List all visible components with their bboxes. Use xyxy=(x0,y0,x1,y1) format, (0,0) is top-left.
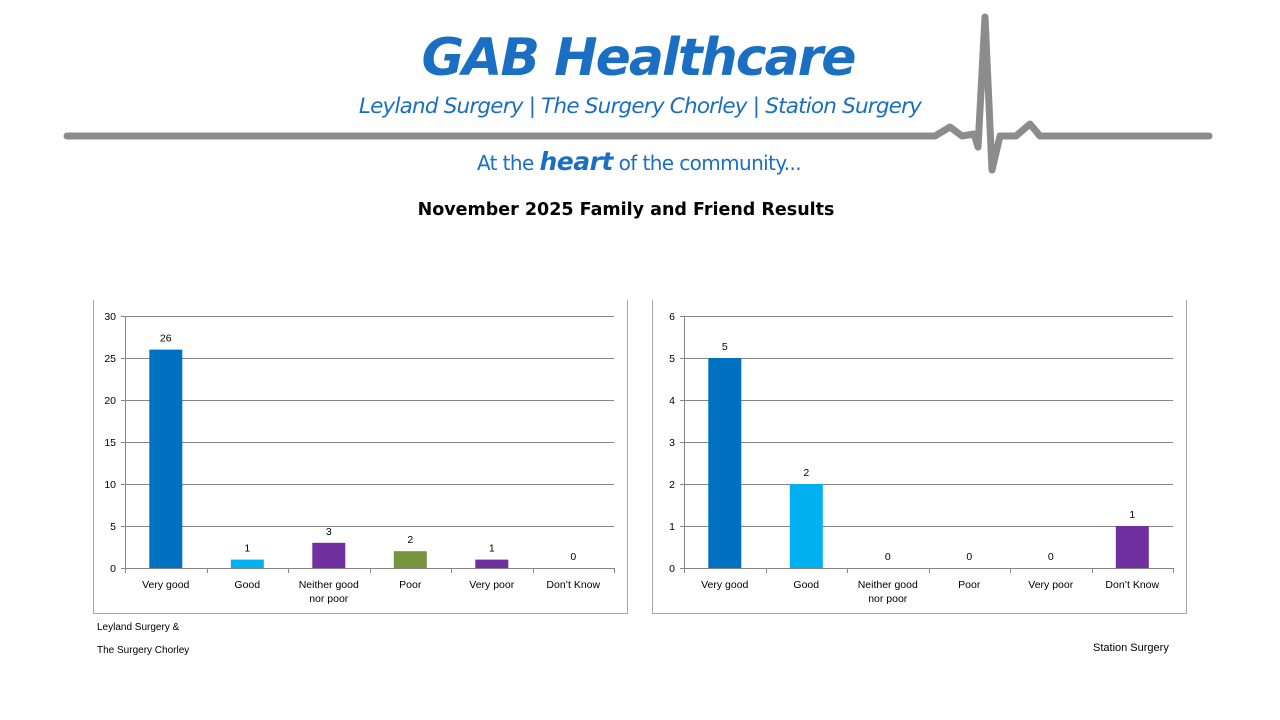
tagline-suffix: of the community... xyxy=(612,151,802,175)
data-label: 0 xyxy=(966,551,972,563)
heartbeat-line xyxy=(63,13,1213,174)
y-tick-label: 10 xyxy=(104,479,116,491)
x-tick-label: Very poor xyxy=(469,579,514,591)
chart-frame xyxy=(93,300,628,614)
bar xyxy=(149,349,183,568)
y-tick-label: 5 xyxy=(110,521,116,533)
x-tick-label: Very poor xyxy=(1028,579,1073,591)
practice-names: Leyland Surgery | The Surgery Chorley | … xyxy=(358,94,922,119)
heartbeat-line-graphic xyxy=(63,13,1213,174)
data-label: 0 xyxy=(1048,551,1054,563)
tagline: At the heart of the community... xyxy=(0,147,1278,176)
bar xyxy=(393,551,427,568)
x-tick-label: Don’t Know xyxy=(1105,579,1159,591)
data-label: 0 xyxy=(570,551,576,563)
data-label: 2 xyxy=(407,534,413,546)
caption-left-line1: Leyland Surgery & xyxy=(97,622,180,633)
x-tick-label: nor poor xyxy=(868,593,908,605)
data-label: 1 xyxy=(244,543,250,555)
x-tick-label: Poor xyxy=(399,579,422,591)
data-label: 1 xyxy=(489,543,495,555)
tagline-emphasis: heart xyxy=(539,147,613,176)
brand-logo-title: GAB Healthcare xyxy=(421,28,856,88)
data-label: 1 xyxy=(1129,509,1135,521)
bar xyxy=(475,559,509,568)
caption-right: Station Surgery xyxy=(1093,642,1169,654)
x-tick-label: Very good xyxy=(142,579,189,591)
bar xyxy=(1115,526,1149,568)
y-tick-label: 15 xyxy=(104,437,116,449)
x-tick-label: Don’t Know xyxy=(546,579,600,591)
data-label: 0 xyxy=(885,551,891,563)
chart-svg-right: 0 1 2 3 4 5 6 5 Very good 2 Good 0 Neither good nor p… xyxy=(652,300,1187,614)
bar xyxy=(230,559,264,568)
data-label: 3 xyxy=(326,526,332,538)
chart-frame xyxy=(652,300,1187,614)
y-tick-label: 4 xyxy=(669,395,675,407)
y-tick-label: 2 xyxy=(669,479,675,491)
x-tick-label: Poor xyxy=(958,579,981,591)
x-tick-label: Good xyxy=(234,579,260,591)
x-tick-label: Neither good xyxy=(299,579,359,591)
x-tick-label: Neither good xyxy=(858,579,918,591)
x-tick-label: Very good xyxy=(701,579,748,591)
y-tick-label: 6 xyxy=(669,311,675,323)
bar xyxy=(789,484,823,568)
bar xyxy=(312,542,346,568)
data-label: 2 xyxy=(803,467,809,479)
x-tick-label: Good xyxy=(793,579,819,591)
bar xyxy=(708,358,742,568)
chart-leyland-chorley: 0 5 10 15 20 25 30 26 Very good 1 Good 3 Neither goo… xyxy=(93,300,628,614)
x-tick-label: nor poor xyxy=(309,593,349,605)
y-tick-label: 1 xyxy=(669,521,675,533)
y-tick-label: 0 xyxy=(110,563,116,575)
y-tick-label: 30 xyxy=(104,311,116,323)
y-tick-label: 5 xyxy=(669,353,675,365)
caption-left-line2: The Surgery Chorley xyxy=(97,645,190,656)
data-label: 26 xyxy=(160,333,172,345)
y-tick-label: 25 xyxy=(104,353,116,365)
data-label: 5 xyxy=(722,341,728,353)
y-tick-label: 3 xyxy=(669,437,675,449)
chart-station-surgery: 0 1 2 3 4 5 6 5 Very good 2 Good 0 Neither good nor p… xyxy=(652,300,1187,614)
tagline-prefix: At the xyxy=(476,151,540,175)
page-title: November 2025 Family and Friend Results xyxy=(417,200,835,220)
y-tick-label: 0 xyxy=(669,563,675,575)
y-tick-label: 20 xyxy=(104,395,116,407)
